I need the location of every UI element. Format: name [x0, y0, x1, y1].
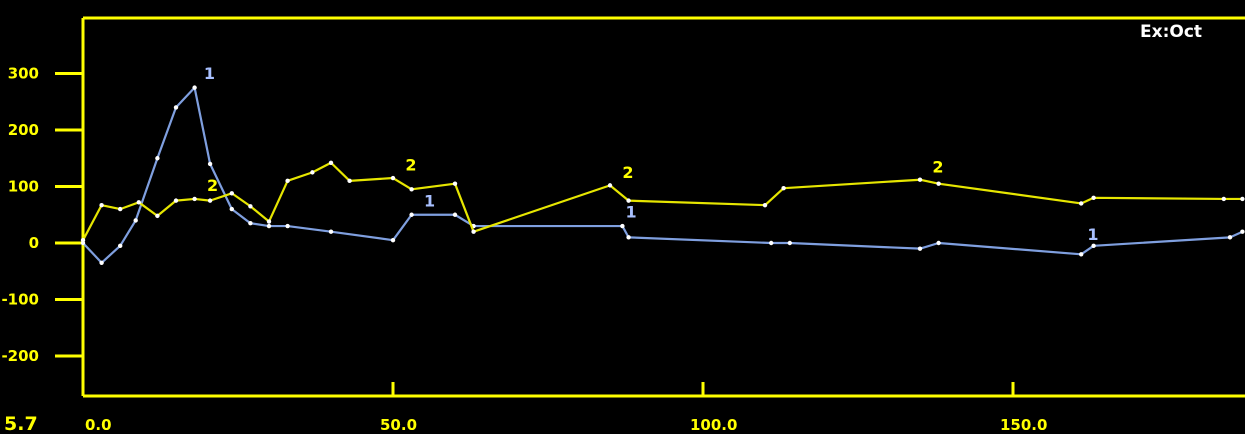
data-point — [471, 229, 476, 234]
data-point — [155, 213, 160, 219]
data-point — [173, 198, 179, 203]
data-point — [917, 177, 923, 182]
data-point — [118, 243, 123, 249]
data-point — [80, 237, 86, 243]
data-point — [917, 246, 923, 251]
data-point — [155, 156, 160, 161]
data-point — [452, 212, 458, 217]
y-tick-label: -100 — [1, 291, 39, 309]
data-point — [285, 178, 290, 184]
data-point — [409, 212, 414, 217]
data-point — [118, 206, 123, 212]
x-tick-label: 0.0 — [85, 416, 112, 434]
axes — [81, 16, 1245, 398]
x-tick-label: 50.0 — [380, 416, 417, 434]
data-point — [390, 175, 396, 181]
data-point — [762, 202, 768, 208]
x-ticks: 0.0 50.0 100.0 150.0 — [85, 382, 1047, 434]
data-point — [266, 219, 272, 224]
data-point — [452, 181, 458, 186]
data-point — [310, 170, 315, 175]
data-point — [1091, 243, 1096, 249]
y-tick-label: 200 — [8, 121, 39, 139]
data-point — [285, 223, 290, 229]
series-label: 1 — [424, 191, 435, 210]
x-tick-label: 150.0 — [1000, 416, 1047, 434]
data-point — [409, 187, 414, 192]
data-point — [1227, 235, 1233, 240]
data-point — [626, 198, 631, 203]
data-point — [1240, 229, 1245, 234]
data-point — [328, 160, 334, 165]
y-tick-label: 0 — [29, 234, 39, 252]
data-point — [173, 105, 179, 110]
data-point — [1079, 252, 1084, 257]
data-point — [769, 240, 774, 246]
data-point — [229, 191, 234, 196]
data-point — [192, 85, 197, 90]
data-point — [936, 181, 941, 186]
series-line-1 — [82, 86, 1243, 264]
data-point — [248, 221, 253, 226]
series-label: 2 — [932, 157, 943, 176]
y-tick-label: -200 — [1, 347, 39, 365]
series-label: 2 — [405, 156, 416, 175]
data-point — [787, 240, 792, 246]
data-point — [1221, 196, 1227, 202]
data-point — [936, 240, 941, 246]
data-point — [136, 200, 141, 205]
series-label: 1 — [626, 203, 637, 222]
data-point — [1079, 201, 1084, 206]
series-label: 2 — [207, 176, 218, 195]
data-point — [781, 185, 786, 191]
data-point — [620, 223, 625, 229]
data-point — [133, 218, 138, 223]
data-point — [99, 260, 104, 265]
data-point — [207, 161, 213, 167]
header-label: Ex:Oct — [1140, 22, 1202, 42]
data-point — [328, 229, 334, 234]
data-point — [1091, 195, 1096, 200]
y-ticks: 300 200 100 0 -100 -200 — [1, 65, 83, 365]
x-tick-label: 100.0 — [690, 416, 737, 434]
series-2: 2 2 2 2 — [80, 156, 1245, 243]
data-point — [229, 206, 234, 212]
series-label: 1 — [204, 64, 215, 83]
data-point — [266, 223, 272, 229]
data-point — [626, 235, 631, 240]
data-point — [347, 178, 352, 184]
data-point — [607, 183, 613, 188]
data-point — [248, 204, 253, 209]
series-1: 1 1 1 1 — [80, 64, 1245, 265]
y-tick-label: 100 — [8, 178, 39, 196]
data-point — [99, 202, 104, 208]
series-label: 2 — [622, 163, 633, 182]
data-point — [192, 196, 197, 202]
corner-value-label: 5.7 — [4, 413, 38, 434]
data-point — [1240, 196, 1245, 202]
series-label: 1 — [1087, 225, 1098, 244]
data-point — [207, 198, 213, 203]
series-line-2 — [82, 161, 1243, 241]
data-point — [390, 237, 396, 243]
y-tick-label: 300 — [8, 65, 39, 83]
